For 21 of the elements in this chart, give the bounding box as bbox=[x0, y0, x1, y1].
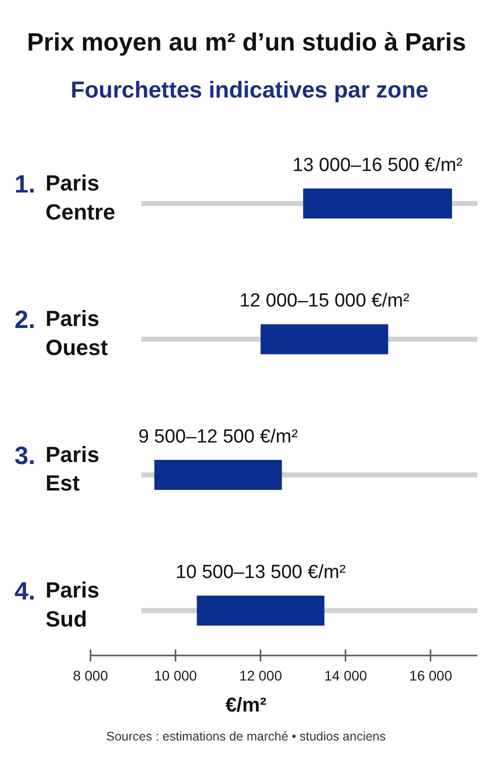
x-tick-label: 14 000 bbox=[324, 668, 368, 684]
annotation: 12 000–15 000 €/m² bbox=[239, 290, 410, 312]
bar bbox=[196, 596, 324, 626]
y-tick-label: 1. Paris Centre bbox=[14, 170, 116, 224]
x-tick-label: 12 000 bbox=[239, 668, 282, 684]
annotation: 13 000–16 500 €/m² bbox=[292, 155, 463, 176]
chart-subtitle: Fourchettes indicatives par zone bbox=[70, 76, 428, 102]
x-tick-label: 16 000 bbox=[409, 668, 452, 684]
y-tick-label: 3. Paris Est bbox=[14, 442, 100, 496]
annotation: 9 500–12 500 €/m² bbox=[138, 426, 298, 448]
x-tick-label: 10 000 bbox=[154, 668, 198, 684]
annotation: 10 500–13 500 €/m² bbox=[176, 562, 346, 584]
y-tick-label: 2. Paris Ouest bbox=[14, 306, 109, 360]
source-note: Sources : estimations de marché • studios anciens bbox=[106, 730, 386, 744]
x-axis-title: €/m² bbox=[225, 694, 267, 716]
chart-title: Prix moyen au m² d’un studio à Paris bbox=[27, 28, 466, 56]
bar bbox=[303, 188, 452, 218]
x-tick-label: 8 000 bbox=[72, 668, 108, 684]
bar bbox=[154, 460, 282, 490]
y-tick-label: 4. Paris Sud bbox=[14, 578, 100, 632]
bar bbox=[260, 324, 388, 354]
